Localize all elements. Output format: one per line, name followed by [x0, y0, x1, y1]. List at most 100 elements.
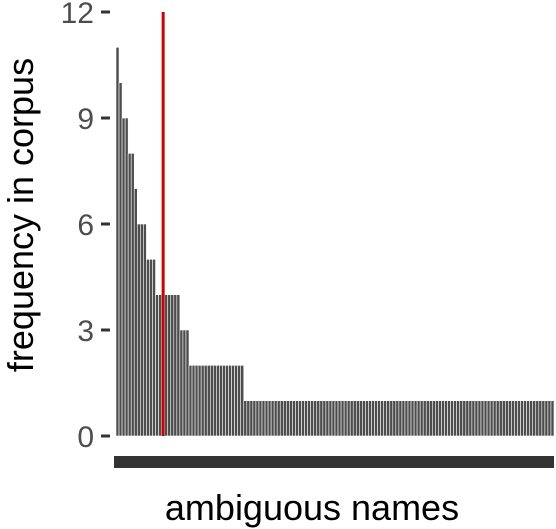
bar	[489, 400, 494, 437]
bar	[438, 400, 442, 437]
bar	[304, 400, 308, 437]
bar	[477, 400, 482, 437]
bar	[301, 400, 305, 437]
bar	[523, 400, 527, 437]
bar	[498, 400, 503, 437]
bar	[170, 294, 175, 437]
bar	[286, 400, 290, 437]
bar	[444, 400, 448, 437]
bar	[298, 400, 302, 437]
bar	[213, 365, 217, 437]
bar	[228, 365, 232, 437]
bar	[538, 400, 543, 437]
bar	[511, 400, 515, 437]
bar	[173, 294, 178, 437]
bar	[267, 400, 272, 437]
bar	[337, 400, 342, 437]
bar	[410, 400, 415, 437]
bar	[310, 400, 315, 437]
bar	[313, 400, 318, 437]
bar	[191, 365, 196, 437]
bar	[200, 365, 205, 437]
bar	[374, 400, 378, 437]
bar	[441, 400, 445, 437]
bar	[270, 400, 275, 437]
bar	[535, 400, 540, 437]
bar	[377, 400, 381, 437]
bar	[176, 294, 181, 437]
bar	[155, 294, 159, 437]
bar	[392, 400, 397, 437]
bar	[428, 400, 433, 437]
bar	[282, 400, 287, 437]
bar	[419, 400, 424, 437]
bar	[401, 400, 406, 437]
bar	[240, 365, 245, 437]
bar	[453, 400, 457, 437]
bar	[185, 329, 190, 437]
x-axis-line	[114, 456, 554, 468]
bar	[520, 400, 524, 437]
bar	[541, 400, 546, 437]
bar	[292, 400, 296, 437]
bar	[331, 400, 336, 437]
bar	[362, 400, 366, 437]
y-tick-label: 0	[77, 421, 94, 454]
bar	[115, 47, 120, 437]
bar	[459, 400, 464, 437]
bar	[316, 400, 321, 437]
bar	[158, 294, 162, 437]
bar	[432, 400, 436, 437]
bar	[121, 117, 126, 437]
bar	[164, 294, 169, 437]
bar	[386, 400, 391, 437]
bar	[322, 400, 327, 437]
bar	[319, 400, 324, 437]
bar	[124, 117, 129, 437]
bar	[395, 400, 400, 437]
bar	[234, 365, 238, 437]
bar	[349, 400, 354, 437]
bar	[368, 400, 372, 437]
bar	[407, 400, 412, 437]
bar	[127, 153, 132, 437]
bar	[243, 400, 248, 437]
bar	[447, 400, 451, 437]
bar	[334, 400, 339, 437]
bar	[508, 400, 512, 437]
bar	[425, 400, 430, 437]
bar	[468, 400, 473, 437]
bar	[279, 400, 284, 437]
bar	[343, 400, 348, 437]
bar	[261, 400, 266, 437]
bars	[115, 47, 555, 437]
bar	[505, 400, 509, 437]
bar	[532, 400, 537, 437]
bar	[146, 259, 150, 437]
bar	[380, 400, 384, 437]
bar	[118, 82, 123, 437]
bar	[255, 400, 260, 437]
y-tick-label: 9	[77, 103, 94, 136]
bar	[495, 400, 500, 437]
bar	[140, 223, 144, 437]
bar	[474, 400, 479, 437]
bar	[152, 259, 156, 437]
bar	[346, 400, 351, 437]
bar	[133, 188, 138, 437]
bar	[249, 400, 254, 437]
bar	[209, 365, 214, 437]
bar	[371, 400, 375, 437]
bar	[149, 259, 153, 437]
bar	[450, 400, 454, 437]
bar	[237, 365, 242, 437]
bar	[389, 400, 394, 437]
bar	[289, 400, 293, 437]
bar	[422, 400, 427, 437]
bar	[359, 400, 363, 437]
bar	[273, 400, 278, 437]
bar	[550, 400, 555, 437]
bar	[365, 400, 369, 437]
y-tick-label: 6	[77, 209, 94, 242]
